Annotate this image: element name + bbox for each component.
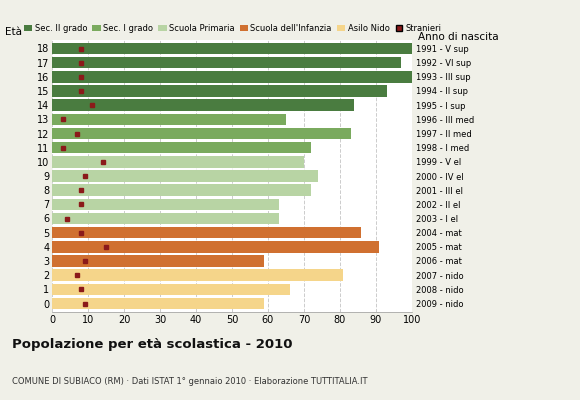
Bar <box>52 241 379 253</box>
Bar <box>52 156 304 168</box>
Bar <box>52 255 264 267</box>
Legend: Sec. II grado, Sec. I grado, Scuola Primaria, Scuola dell'Infanzia, Asilo Nido, : Sec. II grado, Sec. I grado, Scuola Prim… <box>24 24 441 33</box>
Bar <box>52 170 318 182</box>
Bar <box>52 43 412 54</box>
Bar <box>52 213 279 224</box>
Text: Anno di nascita: Anno di nascita <box>418 32 498 42</box>
Bar <box>52 114 286 125</box>
Text: COMUNE DI SUBIACO (RM) · Dati ISTAT 1° gennaio 2010 · Elaborazione TUTTITALIA.IT: COMUNE DI SUBIACO (RM) · Dati ISTAT 1° g… <box>12 377 367 386</box>
Text: Popolazione per età scolastica - 2010: Popolazione per età scolastica - 2010 <box>12 338 292 351</box>
Bar <box>52 128 351 139</box>
Text: Età: Età <box>5 27 23 37</box>
Bar <box>52 298 264 309</box>
Bar <box>52 57 401 68</box>
Bar <box>52 142 311 154</box>
Bar <box>52 269 343 281</box>
Bar <box>52 85 387 97</box>
Bar <box>52 184 311 196</box>
Bar <box>52 71 412 83</box>
Bar <box>52 198 279 210</box>
Bar <box>52 99 354 111</box>
Bar <box>52 284 289 295</box>
Bar <box>52 227 361 238</box>
